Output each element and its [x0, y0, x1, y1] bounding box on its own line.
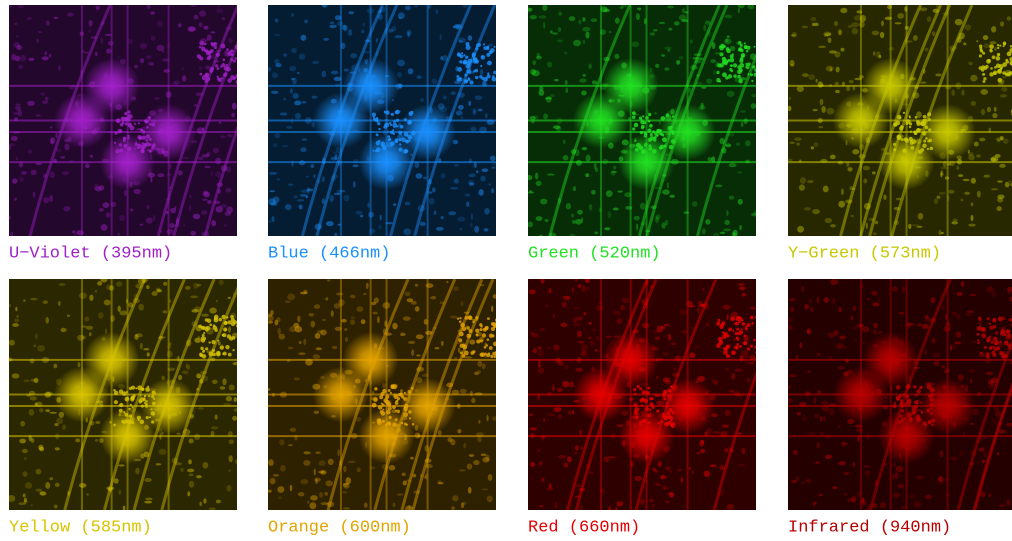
panel-label: Infrared (940nm) — [788, 518, 951, 537]
image-panel — [785, 279, 1012, 512]
panel-label: Y−Green (573nm) — [788, 244, 941, 263]
image-panel — [787, 4, 1012, 236]
figure: U−Violet (395nm) Blue (466nm) Green (520nm… — [0, 0, 1012, 541]
image-panel — [7, 276, 242, 511]
panel-label: Red (660nm) — [528, 518, 640, 537]
image-panel — [528, 277, 794, 514]
panel-label: Green (520nm) — [528, 244, 661, 263]
panel-label: Orange (600nm) — [268, 518, 411, 537]
image-panel — [264, 279, 499, 512]
panel-label: Blue (466nm) — [268, 244, 390, 263]
panel-label: U−Violet (395nm) — [9, 244, 172, 263]
panel-label: Yellow (585nm) — [9, 518, 152, 537]
image-panel — [7, 2, 285, 237]
image-panel — [526, 3, 778, 239]
image-panel — [266, 2, 497, 237]
